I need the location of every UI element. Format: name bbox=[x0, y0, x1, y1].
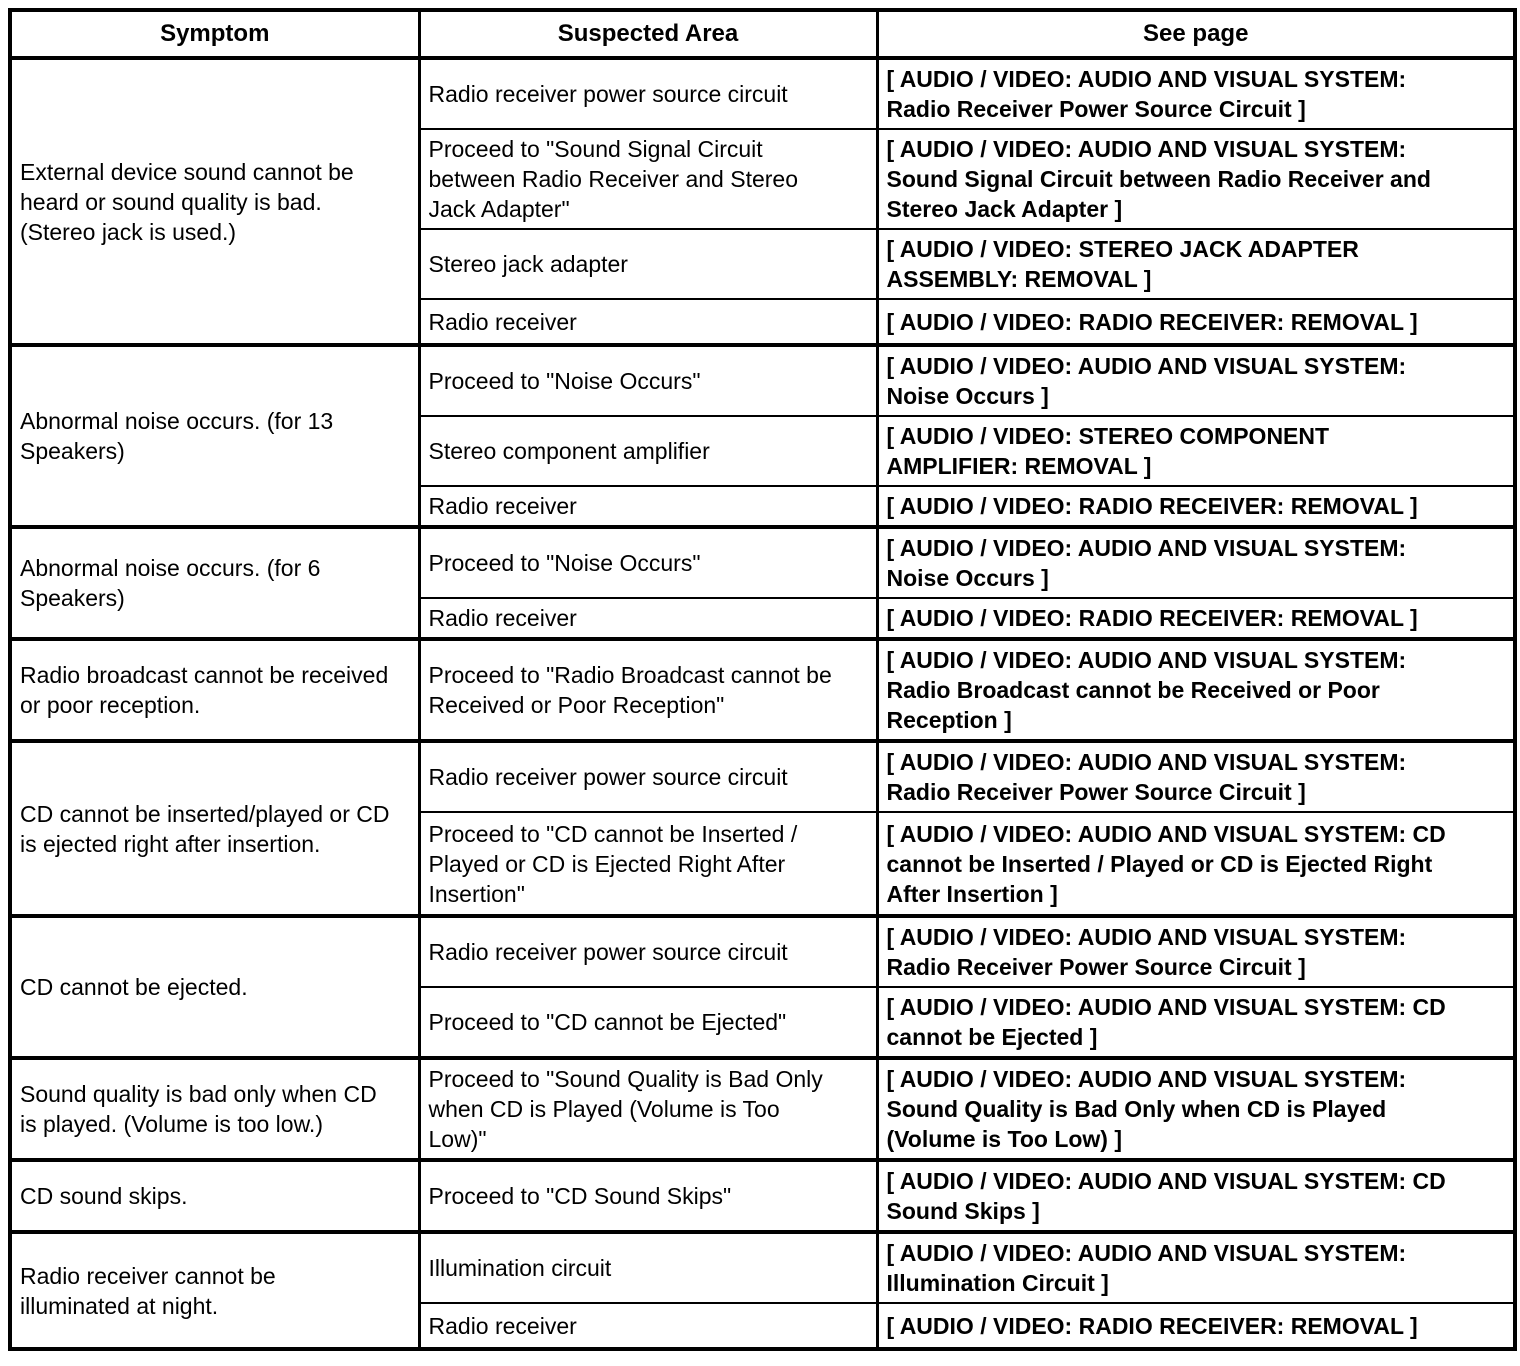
table-row: Stereo component amplifier [ AUDIO / VID… bbox=[10, 415, 1517, 487]
table-row: Radio broadcast cannot be received or po… bbox=[8, 637, 1517, 742]
see-page-link[interactable]: [ AUDIO / VIDEO: AUDIO AND VISUAL SYSTEM… bbox=[875, 986, 1517, 1059]
see-page-link[interactable]: [ AUDIO / VIDEO: STEREO COMPONENT AMPLIF… bbox=[875, 415, 1517, 487]
table-row: Radio receiver [ AUDIO / VIDEO: RADIO RE… bbox=[10, 1302, 1517, 1350]
table-row: Proceed to "CD cannot be Inserted / Play… bbox=[10, 811, 1517, 917]
suspected-area-cell: Radio receiver bbox=[417, 597, 879, 640]
symptom-cell: Sound quality is bad only when CD is pla… bbox=[8, 1056, 421, 1161]
suspected-area-cell: Proceed to "Sound Quality is Bad Only wh… bbox=[417, 1056, 879, 1161]
see-page-link[interactable]: [ AUDIO / VIDEO: AUDIO AND VISUAL SYSTEM… bbox=[875, 811, 1517, 917]
table-row: External device sound cannot be heard or… bbox=[8, 56, 1517, 346]
symptom-cell: CD cannot be inserted/played or CD is ej… bbox=[8, 739, 421, 917]
suspected-area-cell: Proceed to "Sound Signal Circuit between… bbox=[417, 128, 879, 230]
symptom-cell: Abnormal noise occurs. (for 13 Speakers) bbox=[8, 343, 421, 528]
suspected-area-cell: Stereo jack adapter bbox=[417, 228, 879, 300]
table-row: CD sound skips. Proceed to "CD Sound Ski… bbox=[8, 1158, 1517, 1233]
see-page-link[interactable]: [ AUDIO / VIDEO: RADIO RECEIVER: REMOVAL… bbox=[875, 485, 1517, 528]
symptom-cell: External device sound cannot be heard or… bbox=[8, 56, 421, 346]
suspected-area-cell: Radio receiver power source circuit bbox=[417, 914, 879, 988]
symptom-cell: Abnormal noise occurs. (for 6 Speakers) bbox=[8, 525, 421, 640]
suspected-area-cell: Proceed to "CD Sound Skips" bbox=[417, 1158, 879, 1233]
suspected-area-cell: Proceed to "CD cannot be Ejected" bbox=[417, 986, 879, 1059]
table-row: Sound quality is bad only when CD is pla… bbox=[8, 1056, 1517, 1161]
suspected-area-cell: Proceed to "Radio Broadcast cannot be Re… bbox=[417, 637, 879, 742]
table-row: Radio receiver cannot be illuminated at … bbox=[8, 1230, 1517, 1350]
header-row: Symptom Suspected Area See page bbox=[8, 8, 1517, 60]
see-page-link[interactable]: [ AUDIO / VIDEO: AUDIO AND VISUAL SYSTEM… bbox=[875, 56, 1517, 130]
col-header-symptom: Symptom bbox=[8, 8, 421, 60]
suspected-area-cell: Radio receiver power source circuit bbox=[417, 739, 879, 813]
suspected-area-cell: Radio receiver bbox=[417, 1302, 879, 1350]
table-row: Proceed to "Sound Signal Circuit between… bbox=[10, 128, 1517, 230]
see-page-link[interactable]: [ AUDIO / VIDEO: AUDIO AND VISUAL SYSTEM… bbox=[875, 343, 1517, 417]
symptom-troubleshooting-table: Symptom Suspected Area See page External… bbox=[8, 8, 1517, 1351]
see-page-link[interactable]: [ AUDIO / VIDEO: AUDIO AND VISUAL SYSTEM… bbox=[875, 1056, 1517, 1161]
see-page-link[interactable]: [ AUDIO / VIDEO: AUDIO AND VISUAL SYSTEM… bbox=[875, 525, 1517, 599]
see-page-link[interactable]: [ AUDIO / VIDEO: AUDIO AND VISUAL SYSTEM… bbox=[875, 914, 1517, 988]
see-page-link[interactable]: [ AUDIO / VIDEO: AUDIO AND VISUAL SYSTEM… bbox=[875, 1230, 1517, 1304]
suspected-area-cell: Radio receiver bbox=[417, 485, 879, 528]
see-page-link[interactable]: [ AUDIO / VIDEO: STEREO JACK ADAPTER ASS… bbox=[875, 228, 1517, 300]
suspected-area-cell: Proceed to "Noise Occurs" bbox=[417, 525, 879, 599]
see-page-link[interactable]: [ AUDIO / VIDEO: RADIO RECEIVER: REMOVAL… bbox=[875, 597, 1517, 640]
see-page-link[interactable]: [ AUDIO / VIDEO: RADIO RECEIVER: REMOVAL… bbox=[875, 1302, 1517, 1350]
suspected-area-cell: Proceed to "Noise Occurs" bbox=[417, 343, 879, 417]
see-page-link[interactable]: [ AUDIO / VIDEO: AUDIO AND VISUAL SYSTEM… bbox=[875, 637, 1517, 742]
see-page-link[interactable]: [ AUDIO / VIDEO: AUDIO AND VISUAL SYSTEM… bbox=[875, 1158, 1517, 1233]
see-page-link[interactable]: [ AUDIO / VIDEO: RADIO RECEIVER: REMOVAL… bbox=[875, 298, 1517, 346]
symptom-cell: Radio broadcast cannot be received or po… bbox=[8, 637, 421, 742]
table-row: Radio receiver [ AUDIO / VIDEO: RADIO RE… bbox=[10, 298, 1517, 346]
table-row: Radio receiver [ AUDIO / VIDEO: RADIO RE… bbox=[10, 485, 1517, 528]
symptom-cell: CD sound skips. bbox=[8, 1158, 421, 1233]
table-row: Abnormal noise occurs. (for 6 Speakers) … bbox=[8, 525, 1517, 640]
see-page-link[interactable]: [ AUDIO / VIDEO: AUDIO AND VISUAL SYSTEM… bbox=[875, 128, 1517, 230]
suspected-area-cell: Radio receiver power source circuit bbox=[417, 56, 879, 130]
table-row: Stereo jack adapter [ AUDIO / VIDEO: STE… bbox=[10, 228, 1517, 300]
table-row: Abnormal noise occurs. (for 13 Speakers)… bbox=[8, 343, 1517, 528]
suspected-area-cell: Proceed to "CD cannot be Inserted / Play… bbox=[417, 811, 879, 917]
symptom-cell: Radio receiver cannot be illuminated at … bbox=[8, 1230, 421, 1350]
table-row: Radio receiver [ AUDIO / VIDEO: RADIO RE… bbox=[10, 597, 1517, 640]
col-header-suspected-area: Suspected Area bbox=[417, 8, 879, 60]
table-row: CD cannot be ejected. Radio receiver pow… bbox=[8, 914, 1517, 1059]
col-header-see-page: See page bbox=[875, 8, 1517, 60]
suspected-area-cell: Illumination circuit bbox=[417, 1230, 879, 1304]
see-page-link[interactable]: [ AUDIO / VIDEO: AUDIO AND VISUAL SYSTEM… bbox=[875, 739, 1517, 813]
suspected-area-cell: Radio receiver bbox=[417, 298, 879, 346]
table-row: CD cannot be inserted/played or CD is ej… bbox=[8, 739, 1517, 917]
table-row: Proceed to "CD cannot be Ejected" [ AUDI… bbox=[10, 986, 1517, 1059]
suspected-area-cell: Stereo component amplifier bbox=[417, 415, 879, 487]
symptom-cell: CD cannot be ejected. bbox=[8, 914, 421, 1059]
